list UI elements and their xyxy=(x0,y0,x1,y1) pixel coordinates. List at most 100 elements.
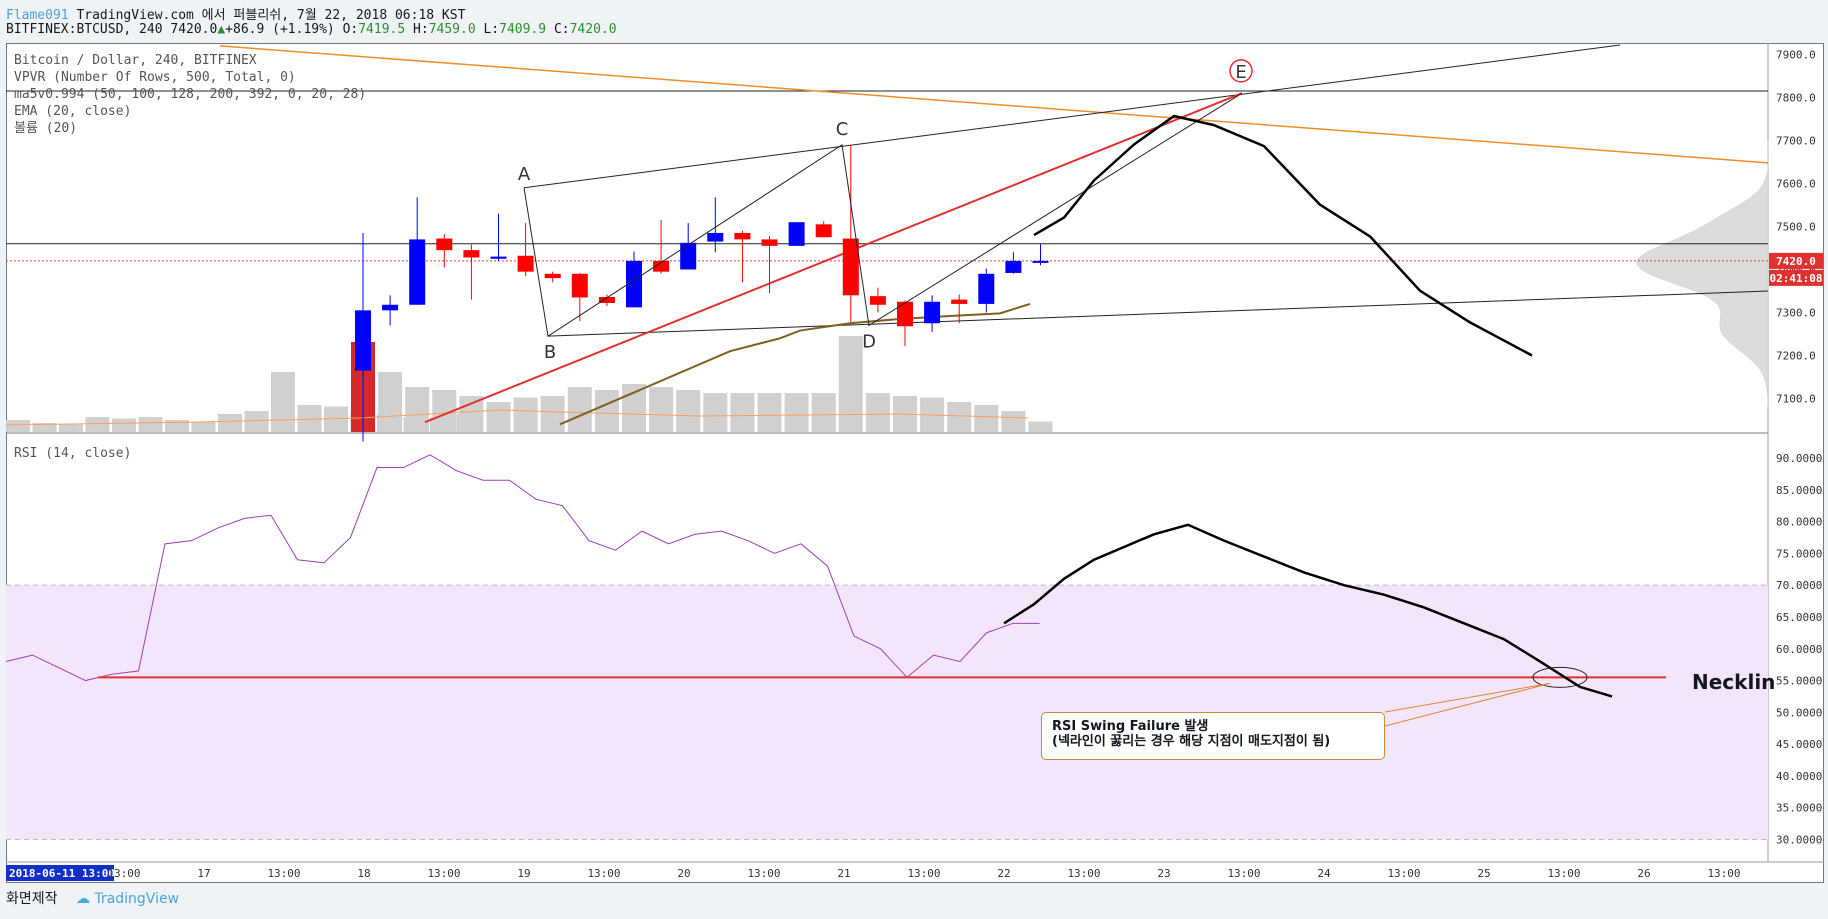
price-tick-label: 7300.0 xyxy=(1776,307,1816,320)
open-label: O: xyxy=(342,22,359,37)
time-tick-label: 24 xyxy=(1317,867,1331,880)
volume-bar xyxy=(594,390,619,432)
abcde-pattern xyxy=(523,92,1243,337)
rsi-tick-label: 70.0000 xyxy=(1776,579,1822,592)
volume-bar xyxy=(85,417,110,432)
low-label: L: xyxy=(483,22,500,37)
volume-bar xyxy=(486,402,511,432)
high-value: 7459.0 xyxy=(428,22,476,37)
volume-bar xyxy=(865,393,890,432)
time-tick-label: 13:00 xyxy=(587,867,620,880)
candle-body xyxy=(598,297,615,304)
rsi-line xyxy=(5,454,1040,682)
countdown-badge-label: 02:41:08 xyxy=(1770,272,1823,285)
swing-failure-marker xyxy=(1532,666,1588,688)
low-value: 7409.9 xyxy=(499,22,547,37)
candle-body xyxy=(544,273,561,279)
last-price: 7420.0 xyxy=(170,22,218,37)
candle-body xyxy=(382,304,399,311)
time-tick-label: 23 xyxy=(1157,867,1170,880)
volume-bar xyxy=(32,423,57,432)
pattern-label-b: B xyxy=(544,342,556,363)
projected-price-curve xyxy=(1033,114,1533,357)
candle-body xyxy=(842,238,859,296)
volume-bar xyxy=(513,397,538,432)
time-tick-label: 26 xyxy=(1637,867,1650,880)
wedge-lower-line xyxy=(547,290,1769,337)
volume-bar xyxy=(405,387,430,432)
candle-body xyxy=(978,273,995,304)
author-link[interactable]: Flame091 xyxy=(6,8,69,23)
candle-body xyxy=(680,242,697,270)
volume-bar xyxy=(757,393,782,432)
time-tick-label: 13:00 xyxy=(267,867,300,880)
volume-bar xyxy=(622,384,646,432)
legend-rsi: RSI (14, close) xyxy=(14,446,132,461)
time-tick-label: 13:00 xyxy=(1067,867,1100,880)
rsi-tick-label: 80.0000 xyxy=(1776,516,1822,529)
candle-body xyxy=(490,256,507,259)
publish-header: Flame091 TradingView.com 에서 퍼블리쉬, 7월 22,… xyxy=(6,4,465,23)
volume-bar xyxy=(784,393,809,432)
rsi-tick-label: 40.0000 xyxy=(1776,770,1822,783)
candle-body xyxy=(951,299,968,304)
time-tick-label: 13:00 xyxy=(1707,867,1740,880)
rsi-projection-curve xyxy=(1003,523,1613,698)
volume-bar xyxy=(218,414,242,432)
legend-ma: ma5v0.994 (50, 100, 128, 200, 392, 0, 20… xyxy=(14,87,367,102)
candle-body xyxy=(409,239,426,305)
time-tick-label: 25 xyxy=(1477,867,1490,880)
volume-bar xyxy=(540,396,565,432)
publish-info: TradingView.com 에서 퍼블리쉬, 7월 22, 2018 06:… xyxy=(76,8,466,23)
time-tick-label: 20 xyxy=(677,867,690,880)
volume-bar xyxy=(1001,411,1026,432)
candle-body xyxy=(463,250,480,258)
legend-vpvr: VPVR (Number Of Rows, 500, Total, 0) xyxy=(14,70,296,85)
rsi-tick-label: 45.0000 xyxy=(1776,738,1822,751)
volume-bar xyxy=(811,393,836,432)
candle-body xyxy=(788,222,805,246)
rsi-annotation: RSI Swing Failure 발생 (넥라인이 꿇리는 경우 해당 지점이… xyxy=(1041,712,1385,760)
cloud-icon: ☁ xyxy=(75,891,90,907)
rsi-tick-label: 65.0000 xyxy=(1776,611,1822,624)
candle-body xyxy=(517,255,534,272)
ohlc-header: BITFINEX:BTCUSD, 240 7420.0▲+86.9 (+1.19… xyxy=(6,22,617,37)
time-tick-label: 21 xyxy=(837,867,850,880)
last-price-badge-label: 7420.0 xyxy=(1776,255,1816,268)
pattern-label-e: E xyxy=(1235,62,1246,83)
volume-bar xyxy=(191,421,216,432)
time-tick-label: 13:00 xyxy=(747,867,780,880)
tradingview-brand[interactable]: ☁ TradingView xyxy=(76,891,179,907)
time-tick-label: 13:00 xyxy=(1387,867,1420,880)
pattern-label-c: C xyxy=(836,119,849,140)
candle-body xyxy=(734,232,751,240)
time-tick-label: 13:00 xyxy=(1227,867,1260,880)
rsi-tick-label: 50.0000 xyxy=(1776,706,1822,719)
rsi-tick-label: 75.0000 xyxy=(1776,547,1822,560)
time-tick-label: 18 xyxy=(357,867,370,880)
candle-body xyxy=(436,238,453,251)
volume-bar xyxy=(649,387,674,432)
legend-title: Bitcoin / Dollar, 240, BITFINEX xyxy=(14,53,257,68)
candle-body xyxy=(761,239,778,246)
legend-ema: EMA (20, close) xyxy=(14,104,132,119)
volume-bar xyxy=(703,393,728,432)
pattern-label-d: D xyxy=(862,331,876,352)
volume-bar xyxy=(138,417,163,432)
candle-body xyxy=(924,301,941,324)
volume-bar xyxy=(676,390,701,432)
ema-line xyxy=(559,302,1031,426)
high-label: H: xyxy=(413,22,429,37)
candle-body xyxy=(653,260,670,272)
change-value: +86.9 (+1.19%) xyxy=(225,22,335,37)
price-tick-label: 7900.0 xyxy=(1776,49,1816,62)
time-tick-label: 19 xyxy=(517,867,530,880)
candle-body xyxy=(1005,260,1022,273)
price-tick-label: 7600.0 xyxy=(1776,178,1816,191)
volume-bar xyxy=(112,418,136,432)
price-tick-label: 7800.0 xyxy=(1776,92,1816,105)
volume-bar xyxy=(6,420,30,432)
candle-body xyxy=(626,260,642,308)
volume-profile xyxy=(1636,140,1769,408)
